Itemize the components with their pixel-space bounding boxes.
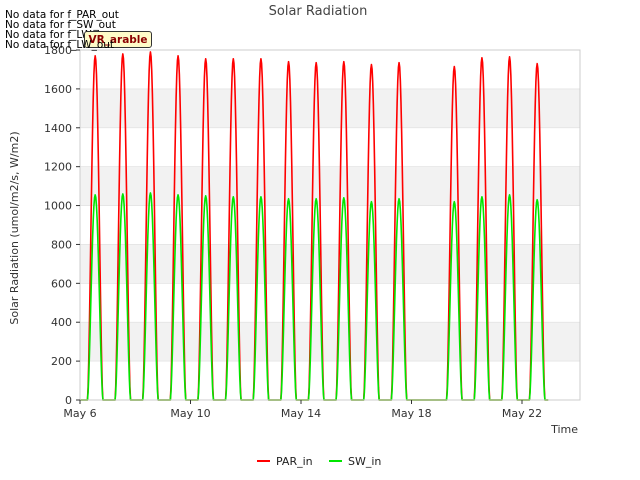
grid-band — [80, 205, 580, 245]
y-tick-label: 400 — [51, 316, 72, 329]
no-data-message: No data for f_LW_out — [5, 39, 115, 51]
y-tick-label: 1200 — [44, 161, 72, 174]
grid-band — [80, 322, 580, 362]
grid-band — [80, 50, 580, 89]
no-data-message: No data for f_PAR_out — [5, 9, 119, 21]
background-bands — [80, 50, 580, 401]
y-axis-label: Solar Radiation (umol/m2/s, W/m2) — [8, 131, 21, 324]
y-tick-label: 0 — [65, 394, 72, 407]
x-tick-label: May 18 — [391, 407, 431, 420]
no-data-message: No data for f_SW_out — [5, 19, 116, 31]
x-axis-label: Time — [550, 423, 578, 436]
x-axis: May 6 May 10 May 14 May 18 May 22 — [63, 400, 542, 420]
no-data-message: No data for f_LW_in — [5, 29, 107, 41]
x-tick-label: May 10 — [170, 407, 210, 420]
grid-band — [80, 166, 580, 206]
y-tick-label: 1400 — [44, 122, 72, 135]
y-axis: 0 200 400 600 800 1000 1200 1400 1600 1800 — [44, 44, 80, 407]
grid-band — [80, 244, 580, 284]
y-tick-label: 600 — [51, 277, 72, 290]
y-tick-label: 1800 — [44, 44, 72, 57]
x-tick-label: May 6 — [63, 407, 96, 420]
x-tick-label: May 22 — [502, 407, 542, 420]
chart-title: Solar Radiation — [269, 4, 368, 19]
x-tick-label: May 14 — [281, 407, 321, 420]
grid-band — [80, 127, 580, 167]
legend: PAR_in SW_in — [257, 455, 381, 468]
grid-band — [80, 361, 580, 400]
y-tick-label: 1600 — [44, 83, 72, 96]
legend-label-par: PAR_in — [276, 455, 313, 468]
plot-frame — [79, 49, 581, 401]
y-tick-label: 200 — [51, 355, 72, 368]
y-tick-label: 1000 — [44, 200, 72, 213]
grid-band — [80, 88, 580, 128]
site-badge[interactable]: VR_arable — [84, 31, 152, 48]
legend-label-sw: SW_in — [348, 455, 381, 468]
y-tick-label: 800 — [51, 238, 72, 251]
grid-band — [80, 283, 580, 323]
